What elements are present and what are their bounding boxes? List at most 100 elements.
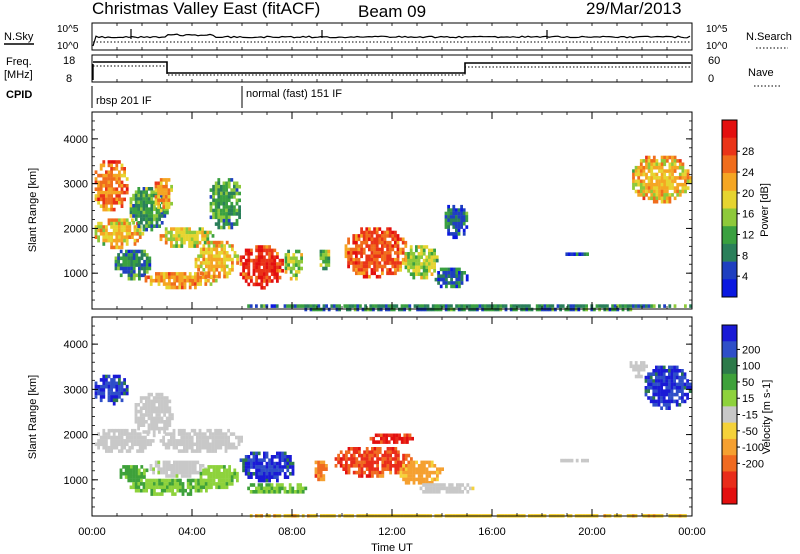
vel-cell (260, 483, 263, 487)
power-cell (325, 304, 328, 308)
power-cell (159, 178, 163, 182)
power-heatmap-cells (94, 155, 693, 312)
power-cell (110, 184, 113, 188)
power-cell (225, 215, 228, 220)
vel-cell (201, 445, 204, 450)
power-cell (94, 180, 98, 185)
vel-cell (322, 460, 326, 465)
vel-cell (255, 455, 258, 459)
power-cell (144, 278, 148, 283)
vel-region-16 (629, 361, 648, 379)
vel-cell (163, 430, 166, 434)
vel-cell (283, 472, 287, 476)
vel-cell (404, 477, 408, 482)
power-cell (120, 242, 124, 246)
vel-cell (649, 386, 653, 390)
power-cell (197, 257, 200, 262)
power-cell (362, 237, 366, 242)
vel-cell (352, 464, 356, 468)
power-cell (468, 304, 471, 308)
vel-cell (167, 467, 171, 471)
power-cell (434, 277, 438, 282)
vel-cell (276, 478, 279, 483)
vel-cell (211, 442, 215, 447)
power-cell (135, 256, 139, 261)
power-cell (297, 259, 301, 264)
power-cell (460, 271, 464, 275)
vel-cell (132, 478, 136, 483)
vel-cell (216, 445, 220, 450)
y-tick-label: 1000 (64, 268, 88, 280)
power-cell (663, 179, 667, 184)
vel-cell (296, 490, 300, 494)
power-cell (351, 304, 354, 308)
power-cell (212, 247, 216, 252)
power-cell (382, 304, 386, 308)
vel-cell (147, 409, 151, 414)
vel-cell (215, 468, 218, 473)
power-cell (668, 196, 672, 201)
power-cell (158, 217, 161, 222)
power-cell (193, 244, 197, 248)
power-cell (655, 189, 659, 194)
power-cell (227, 215, 231, 220)
vel-cell (384, 457, 387, 461)
vel-cell (562, 458, 566, 463)
vel-cell (214, 449, 217, 453)
vel-cell (202, 468, 205, 473)
vel-cell (137, 426, 140, 431)
power-region-17 (632, 155, 693, 204)
power-cell (455, 218, 458, 223)
power-cell (295, 259, 298, 264)
power-cell (125, 184, 129, 188)
power-cell (652, 182, 656, 187)
vel-cell (281, 455, 284, 459)
power-cell (188, 272, 192, 276)
vel-cell (199, 464, 202, 468)
power-cell (155, 272, 158, 276)
vel-cell (139, 423, 143, 427)
power-cell (263, 245, 266, 249)
vel-cell (688, 389, 692, 393)
power-cell (147, 210, 151, 215)
power-cell (650, 162, 654, 167)
vel-cell (581, 458, 584, 463)
power-cell (117, 266, 120, 271)
power-cell (665, 193, 669, 197)
colorbar-swatch (722, 471, 737, 489)
vel-cell (210, 482, 213, 486)
vel-cell (412, 464, 416, 468)
vel-region-4 (129, 478, 211, 496)
power-cell (287, 263, 290, 267)
vel-cell (150, 399, 153, 404)
power-cell (128, 225, 132, 229)
vel-cell (423, 464, 426, 468)
power-cell (118, 221, 121, 226)
power-cell (165, 205, 168, 209)
vel-cell (105, 445, 108, 450)
power-cell (178, 275, 182, 280)
vel-cell (662, 382, 666, 387)
power-cell (673, 189, 677, 194)
vel-cell (647, 379, 650, 383)
power-cell (444, 221, 448, 226)
power-cell (255, 304, 258, 308)
vel-cell (125, 435, 129, 440)
vel-cell (237, 435, 241, 440)
vel-cell (420, 477, 424, 482)
power-cell (412, 265, 416, 270)
vel-cell (250, 465, 253, 469)
colorbar-swatch (722, 173, 737, 192)
power-cell (128, 221, 132, 226)
power-cell (157, 188, 160, 192)
power-cell (172, 227, 176, 231)
power-cell (153, 204, 156, 208)
vel-cell (107, 398, 111, 403)
vel-cell (668, 379, 671, 383)
power-cell (663, 182, 667, 187)
vel-cell (171, 492, 174, 496)
power-cell (365, 264, 369, 269)
power-cell (394, 268, 397, 272)
vel-cell (154, 460, 158, 465)
vel-cell (420, 464, 424, 468)
